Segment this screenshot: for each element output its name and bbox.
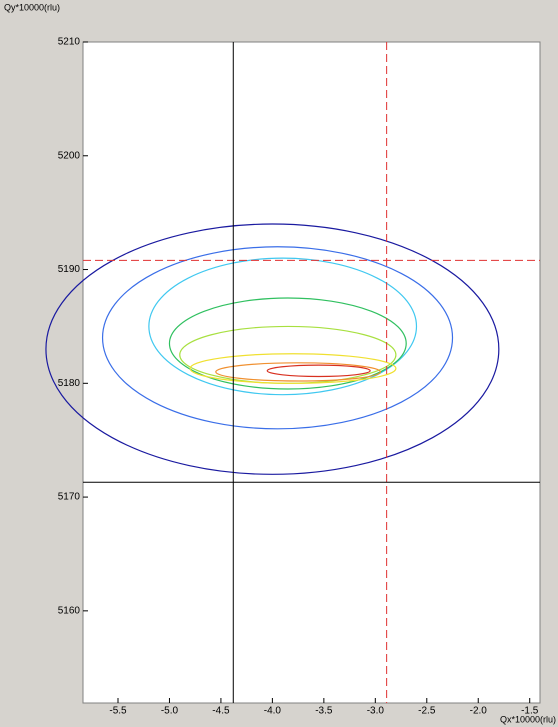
x-tick-label: -5.0 xyxy=(161,706,179,717)
x-tick-label: -5.5 xyxy=(109,706,127,717)
x-tick-label: -4.5 xyxy=(212,706,230,717)
y-tick-label: 5210 xyxy=(58,37,81,48)
y-axis-label: Qy*10000(rlu) xyxy=(4,2,60,12)
contour-line xyxy=(215,362,382,382)
contour-line xyxy=(168,297,407,390)
plot-area xyxy=(82,41,541,704)
contour-line xyxy=(45,223,500,475)
x-tick-label: -4.0 xyxy=(264,706,282,717)
y-tick-label: 5200 xyxy=(58,150,81,161)
x-tick-label: -1.5 xyxy=(521,706,539,717)
x-axis-label: Qx*10000(rlu) xyxy=(500,714,556,724)
y-tick-label: 5190 xyxy=(58,264,81,275)
x-tick-label: -3.0 xyxy=(367,706,385,717)
y-tick-label: 5170 xyxy=(58,492,81,503)
contour-line xyxy=(148,257,418,396)
contour-line xyxy=(266,364,371,378)
x-tick-label: -3.5 xyxy=(315,706,333,717)
x-tick-label: -2.5 xyxy=(418,706,436,717)
contour-line xyxy=(101,246,454,430)
contour-line xyxy=(189,353,397,384)
y-tick-label: 5160 xyxy=(58,605,81,616)
y-tick-label: 5180 xyxy=(58,378,81,389)
x-tick-label: -2.0 xyxy=(470,706,488,717)
